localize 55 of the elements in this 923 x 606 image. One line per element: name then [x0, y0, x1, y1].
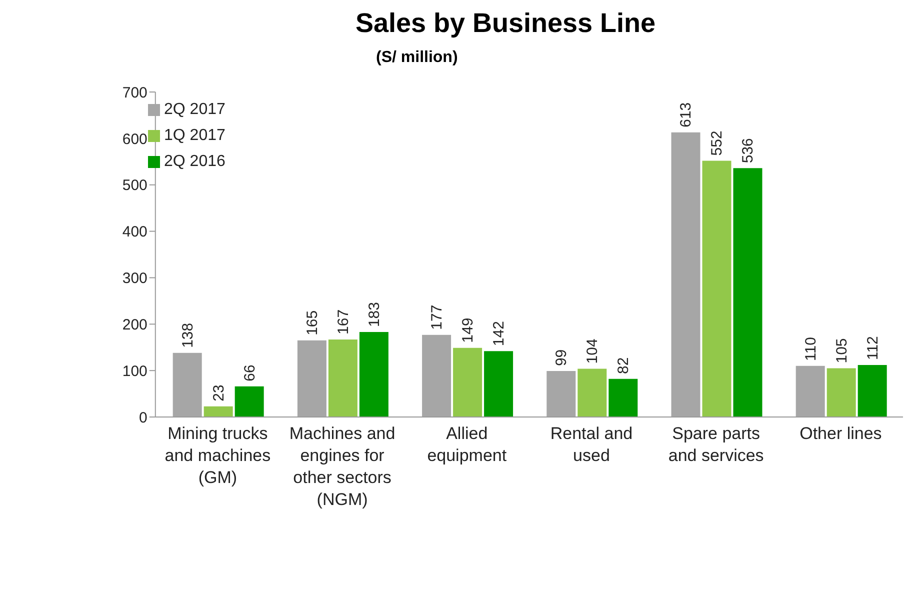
data-label: 165 — [304, 310, 321, 336]
legend-label: 2Q 2016 — [164, 153, 226, 170]
bar — [484, 351, 514, 417]
bar — [733, 168, 762, 417]
data-label: 110 — [802, 337, 820, 361]
bar — [858, 365, 887, 417]
data-label: 552 — [708, 130, 726, 156]
x-tick-label: Machines and engines for other sectors (NGM) — [289, 424, 396, 509]
y-tick-label: 500 — [122, 177, 148, 194]
y-tick-label: 200 — [122, 316, 148, 334]
data-label: 138 — [179, 322, 196, 348]
legend-label: 1Q 2017 — [164, 127, 226, 144]
y-tick-label: 700 — [122, 84, 148, 102]
data-label: 613 — [678, 102, 695, 128]
bar — [578, 368, 607, 417]
bar — [608, 378, 638, 417]
x-tick-label: Mining trucks and machines (GM) — [164, 424, 271, 487]
bar — [453, 348, 482, 417]
x-tick-label: Rental and used — [550, 424, 633, 465]
data-label: 66 — [241, 364, 258, 382]
y-tick-label: 100 — [122, 362, 148, 380]
legend-label: 2Q 2017 — [164, 101, 226, 118]
bar — [204, 406, 233, 417]
bar — [172, 352, 202, 417]
bar — [422, 334, 452, 417]
y-tick-label: 600 — [122, 130, 148, 148]
x-tick-label: Spare parts and services — [668, 424, 764, 465]
y-tick-label: 400 — [122, 224, 148, 241]
data-label: 104 — [584, 338, 602, 364]
data-label: 82 — [615, 357, 632, 374]
chart-title: Sales by Business Line — [354, 8, 657, 39]
data-label: 536 — [740, 138, 757, 164]
data-label: 183 — [366, 302, 383, 328]
bar — [297, 340, 326, 417]
bar — [826, 368, 856, 417]
chart-subtitle: (S/ million) — [376, 49, 459, 67]
bar — [546, 371, 576, 417]
bar — [328, 339, 358, 417]
y-tick-label: 300 — [122, 270, 148, 288]
bar — [234, 386, 264, 417]
data-label: 142 — [490, 321, 508, 346]
y-tick-label: 0 — [139, 409, 148, 426]
data-label: 23 — [210, 384, 228, 402]
data-label: 112 — [864, 336, 882, 360]
x-tick-label: Other lines — [800, 424, 882, 443]
data-label: 105 — [833, 338, 850, 364]
bar — [671, 132, 700, 417]
bar — [702, 160, 732, 417]
bar — [796, 366, 825, 417]
data-label: 99 — [553, 349, 570, 366]
bar — [359, 332, 388, 417]
x-tick-label: Allied equipment — [427, 424, 507, 465]
data-label: 177 — [428, 304, 446, 330]
data-label: 167 — [334, 309, 352, 334]
data-label: 149 — [460, 318, 477, 343]
